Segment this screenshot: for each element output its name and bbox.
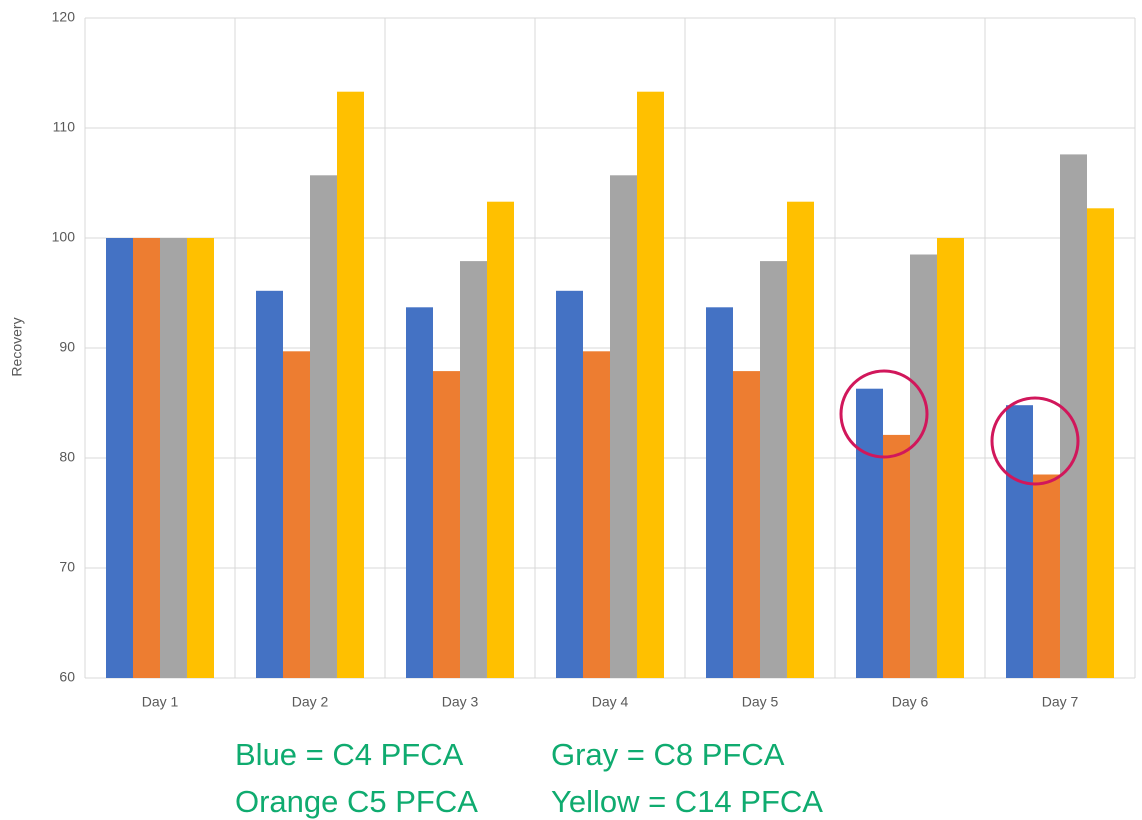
bar: [187, 238, 214, 678]
bar: [433, 371, 460, 678]
bar: [637, 91, 664, 678]
annotation: Gray = C8 PFCA: [551, 737, 785, 772]
y-tick-label: 70: [59, 559, 75, 575]
y-axis-label: Recovery: [9, 317, 25, 376]
bar: [1087, 208, 1114, 679]
x-tick-label: Day 3: [442, 694, 479, 710]
bar: [610, 175, 637, 679]
bar: [883, 434, 910, 678]
x-tick-label: Day 2: [292, 694, 329, 710]
y-tick-label: 60: [59, 669, 75, 685]
bar: [106, 238, 133, 678]
bar: [283, 351, 310, 678]
bar: [706, 307, 733, 678]
bar: [556, 290, 583, 678]
bar: [1033, 474, 1060, 678]
bar: [1006, 405, 1033, 678]
bar: [460, 261, 487, 678]
bar: [160, 238, 187, 678]
x-tick-label: Day 4: [592, 694, 629, 710]
bar: [856, 388, 883, 678]
plot-area: 60 70 80 90 100 110 120 Day 1 Day 2 Day 3 Day 4 Day…: [52, 9, 1136, 710]
annotation: Blue = C4 PFCA: [235, 737, 464, 772]
bar: [310, 175, 337, 679]
highlight-circle: [839, 369, 929, 459]
bar: [133, 238, 160, 678]
x-tick-label: Day 5: [742, 694, 779, 710]
y-tick-label: 120: [52, 9, 76, 25]
x-tick-label: Day 1: [142, 694, 179, 710]
bar: [337, 91, 364, 678]
x-tick-label: Day 6: [892, 694, 929, 710]
bar: [787, 201, 814, 678]
highlight-circle: [990, 396, 1080, 486]
bar: [406, 307, 433, 678]
y-tick-label: 90: [59, 339, 75, 355]
bar: [1060, 154, 1087, 678]
annotation: Yellow = C14 PFCA: [551, 784, 823, 819]
bar: [487, 201, 514, 678]
annotation: Orange C5 PFCA: [235, 784, 478, 819]
x-tick-label: Day 7: [1042, 694, 1079, 710]
y-tick-label: 80: [59, 449, 75, 465]
bar: [583, 351, 610, 678]
bar: [760, 261, 787, 678]
bar: [733, 371, 760, 678]
bar: [937, 238, 964, 678]
y-tick-label: 100: [52, 229, 76, 245]
bar: [256, 290, 283, 678]
bar: [910, 254, 937, 678]
y-tick-label: 110: [53, 119, 76, 135]
